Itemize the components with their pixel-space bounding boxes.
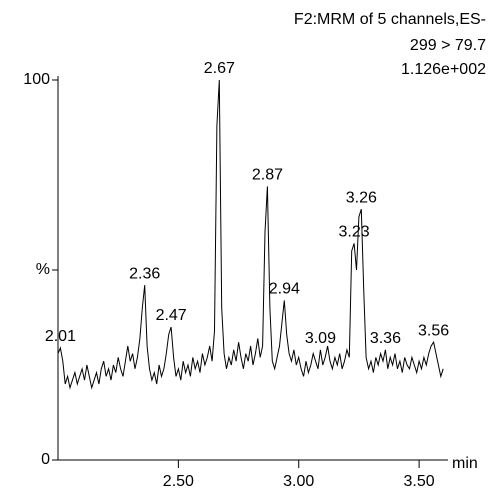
peak-label: 2.01 xyxy=(45,328,76,345)
trace xyxy=(57,79,444,390)
peak-label: 3.23 xyxy=(339,224,370,241)
chart-title: F2:MRM of 5 channels,ES- xyxy=(294,11,486,28)
peak-label: 3.26 xyxy=(346,189,377,206)
peak-label: 2.36 xyxy=(129,265,160,282)
y-tick-label: % xyxy=(36,261,50,278)
y-tick-label: 100 xyxy=(23,71,50,88)
peak-label: 3.36 xyxy=(370,330,401,347)
intensity-label: 1.126e+002 xyxy=(401,61,486,78)
peak-label: 2.67 xyxy=(204,60,235,77)
peak-label: 2.87 xyxy=(252,167,283,184)
x-tick-label: 3.50 xyxy=(404,473,435,490)
peak-label: 3.56 xyxy=(418,322,449,339)
x-tick-label: 3.00 xyxy=(283,473,314,490)
peak-label: 2.94 xyxy=(269,281,300,298)
x-axis-label: min xyxy=(452,455,478,472)
y-tick-label: 0 xyxy=(41,451,50,468)
chart-subtitle: 299 > 79.7 xyxy=(410,37,486,54)
peak-label: 2.47 xyxy=(156,307,187,324)
peak-label: 3.09 xyxy=(305,330,336,347)
x-tick-label: 2.50 xyxy=(163,473,194,490)
